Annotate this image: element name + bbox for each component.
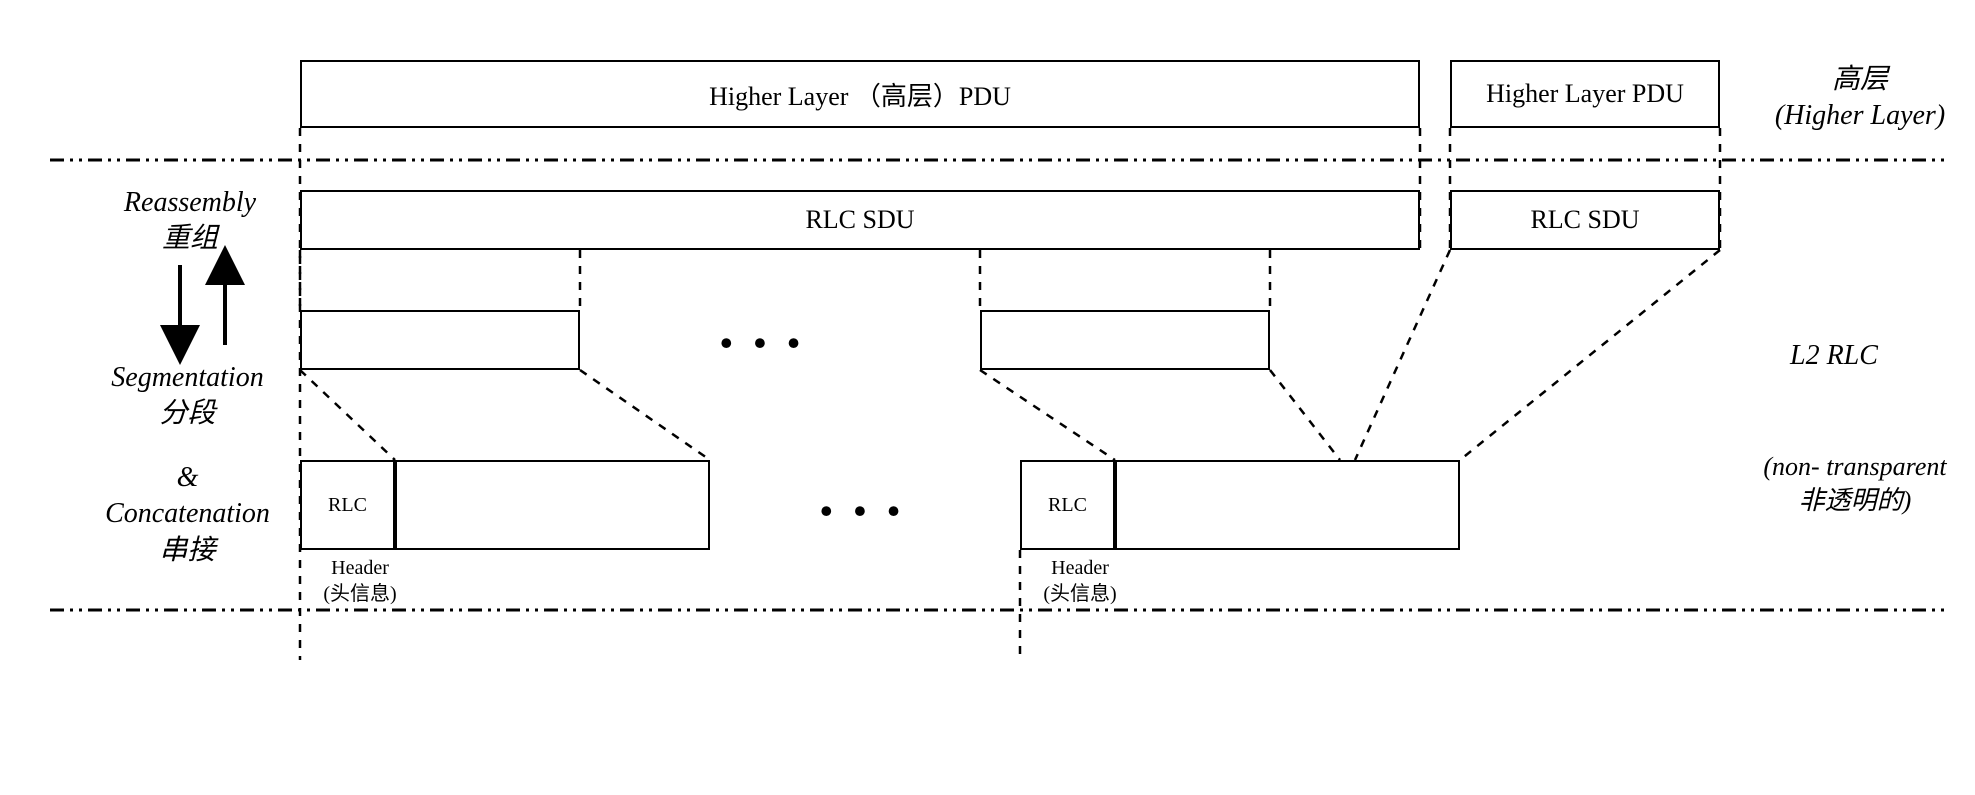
reassembly-label: Reassembly 重组 (90, 185, 290, 258)
segmentation-line2: 分段 (80, 396, 295, 432)
nontrans-line1: (non- transparent (1740, 450, 1970, 484)
pdu2-header-line1: Header (1020, 555, 1140, 581)
pdu1-body-box (395, 460, 710, 550)
reassembly-line1: Reassembly (90, 185, 290, 221)
pdu1-header-caption: Header (头信息) (300, 555, 420, 607)
higher-layer-pdu-small-box: Higher Layer PDU (1450, 60, 1720, 128)
pdu2-header-line2: (头信息) (1020, 581, 1140, 607)
rlc-sdu-small-box: RLC SDU (1450, 190, 1720, 250)
rlc-sdu-small-label: RLC SDU (1530, 205, 1639, 235)
dots-pdus: • • • (820, 490, 906, 532)
rlc-sdu-large-box: RLC SDU (300, 190, 1420, 250)
segmentation-label: Segmentation 分段 (80, 360, 295, 433)
pdu1-header-box: RLC (300, 460, 395, 550)
higher-layer-right-line2: (Higher Layer) (1755, 98, 1965, 134)
reassembly-line2: 重组 (90, 221, 290, 257)
dots-segments: • • • (720, 322, 806, 364)
rlc-layer-diagram: Higher Layer （高层）PDU Higher Layer PDU 高层… (0, 0, 1975, 795)
higher-layer-pdu-large-box: Higher Layer （高层）PDU (300, 60, 1420, 128)
pdu2-rlc-label: RLC (1048, 494, 1087, 517)
l2-rlc-label: L2 RLC (1790, 340, 1878, 372)
higher-layer-pdu-small-label: Higher Layer PDU (1486, 79, 1684, 109)
higher-layer-pdu-large-label: Higher Layer （高层）PDU (709, 76, 1011, 113)
concatenation-line2: 串接 (75, 533, 300, 569)
pdu1-rlc-label: RLC (328, 494, 367, 517)
segmentation-line1: Segmentation (80, 360, 295, 396)
concatenation-line0: & (75, 460, 300, 496)
higher-layer-right-line1: 高层 (1755, 62, 1965, 98)
non-transparent-label: (non- transparent 非透明的) (1740, 450, 1970, 518)
pdu1-header-line1: Header (300, 555, 420, 581)
pdu2-body-box (1115, 460, 1460, 550)
pdu2-header-box: RLC (1020, 460, 1115, 550)
pdu1-header-line2: (头信息) (300, 581, 420, 607)
concatenation-label: & Concatenation 串接 (75, 460, 300, 569)
nontrans-line2: 非透明的) (1740, 484, 1970, 518)
pdu2-header-caption: Header (头信息) (1020, 555, 1140, 607)
higher-layer-right-label: 高层 (Higher Layer) (1755, 62, 1965, 135)
rlc-sdu-large-label: RLC SDU (805, 205, 914, 235)
segment-2-box (980, 310, 1270, 370)
segment-1-box (300, 310, 580, 370)
concatenation-line1: Concatenation (75, 496, 300, 532)
